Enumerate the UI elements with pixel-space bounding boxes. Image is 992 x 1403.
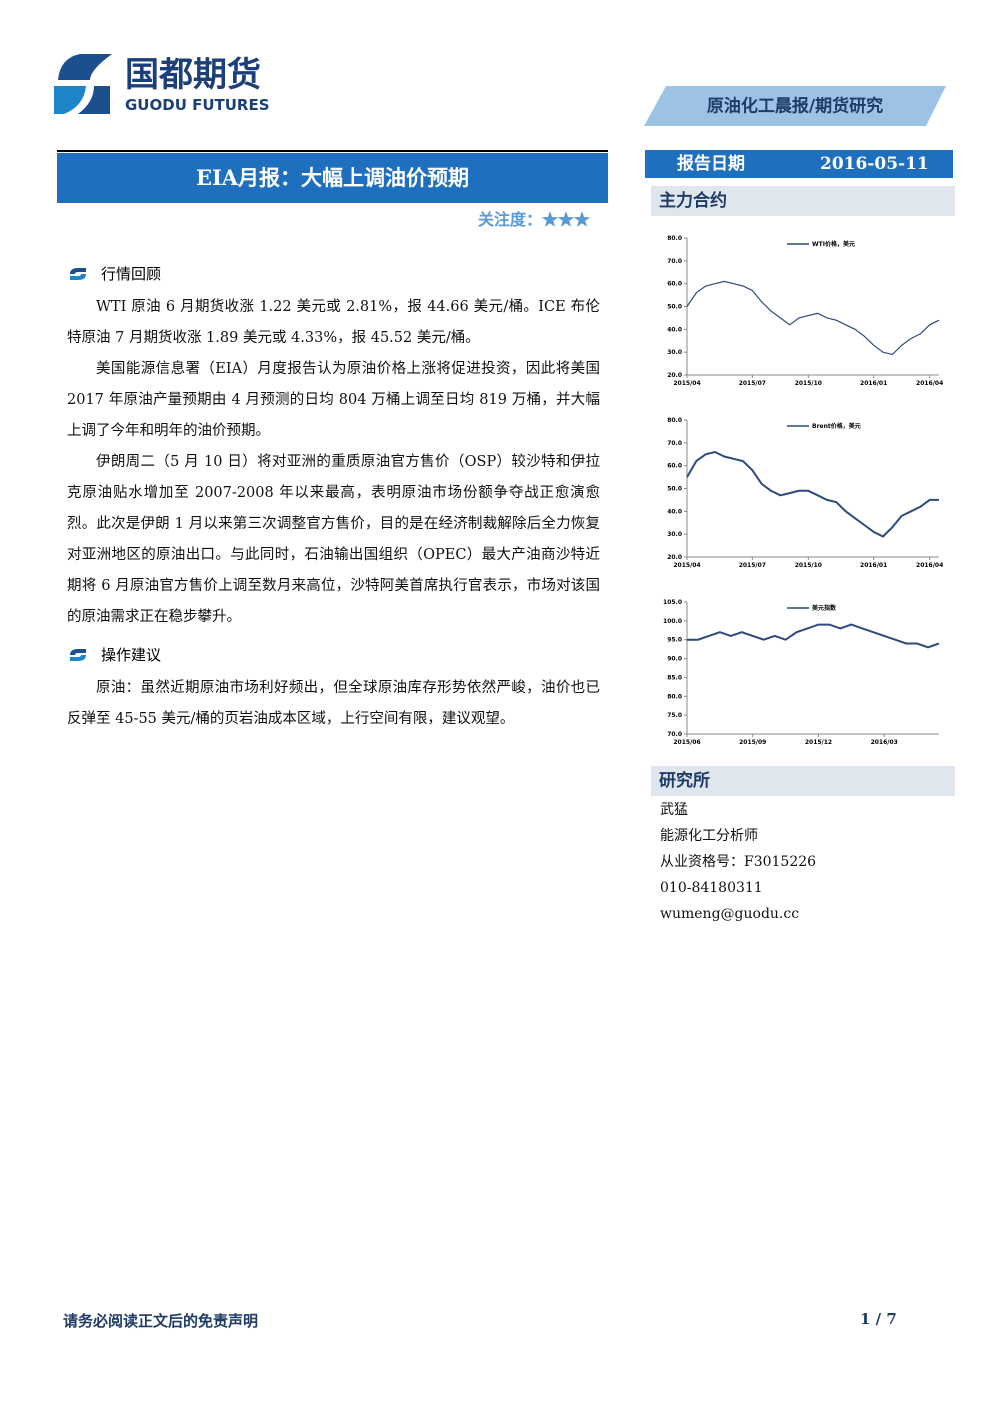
attention: 关注度：★★★ [477,210,590,229]
y-tick-label: 75.0 [667,712,682,719]
x-tick-label: 2015/10 [795,562,822,569]
institute-heading: 研究所 [651,766,955,796]
x-tick-label: 2015/04 [673,562,700,569]
x-tick-label: 2016/03 [871,739,898,746]
contact-line: 从业资格号：F3015226 [660,854,817,870]
y-tick-label: 30.0 [667,531,682,538]
y-tick-label: 105.0 [663,599,682,606]
rule [57,150,608,152]
banner: 原油化工晨报/期货研究 [644,86,946,126]
paragraph: 伊朗周二（5 月 10 日）将对亚洲的重质原油官方售价（OSP）较沙特和伊拉克原… [67,454,600,625]
y-tick-label: 80.0 [667,235,682,242]
y-tick-label: 85.0 [667,674,682,681]
x-tick-label: 2015/04 [673,380,700,387]
line-series [686,450,939,538]
y-tick-label: 50.0 [667,304,682,311]
y-tick-label: 95.0 [667,637,682,644]
legend-label: WTI价格，美元 [812,240,855,248]
y-tick-label: 30.0 [667,349,682,356]
x-tick-label: 2016/01 [860,380,887,387]
report-title: EIA月报：大幅上调油价预期 [57,153,608,203]
y-tick-label: 20.0 [667,554,682,561]
contact-line: 010-84180311 [660,880,763,896]
logo: 国都期货 GUODU FUTURES [54,54,270,114]
y-tick-label: 80.0 [667,417,682,424]
y-tick-label: 100.0 [663,618,682,625]
section-icon [70,649,86,661]
y-tick-label: 90.0 [667,656,682,663]
legend-label: Brent价格，美元 [812,422,861,430]
chart: 70.0 75.0 80.0 85.0 90.0 95.0 100.0 105.0 2015/0… [663,599,940,746]
section-heading-text: 操作建议 [101,646,162,664]
x-tick-label: 2015/07 [739,380,766,387]
date-bar: 报告日期 2016-05-11 [645,150,953,178]
line-series [686,280,940,356]
contact-line: 能源化工分析师 [660,828,758,844]
x-tick-label: 2016/04 [916,562,943,569]
legend-label: 美元指数 [811,604,837,612]
x-tick-label: 2016/04 [916,380,943,387]
y-tick-label: 40.0 [667,508,682,515]
section-heading: 操作建议 [67,637,600,673]
contacts: 武猛能源化工分析师从业资格号：F3015226 010-84180311 wumen… [660,797,816,927]
y-tick-label: 70.0 [667,731,682,738]
y-tick-label: 60.0 [667,463,682,470]
paragraph: 原油：虽然近期原油市场利好频出，但全球原油库存形势依然严峻，油价也已反弹至 45… [67,680,600,727]
chart: 20.0 30.0 40.0 50.0 60.0 70.0 80.0 2015/04 2015/… [667,417,943,569]
x-tick-label: 2015/07 [739,562,766,569]
contracts-heading: 主力合约 [651,186,955,216]
paragraph: 美国能源信息署（EIA）月度报告认为原油价格上涨将促进投资，因此将美国 2017… [67,361,600,439]
x-tick-label: 2015/12 [805,739,832,746]
logo-cn: 国都期货 [125,55,261,95]
chart: 20.0 30.0 40.0 50.0 60.0 70.0 80.0 2015/04 2015/… [667,235,943,387]
y-tick-label: 40.0 [667,326,682,333]
x-tick-label: 2015/06 [673,739,700,746]
x-tick-label: 2016/01 [860,562,887,569]
date: 2016-05-11 [820,154,929,174]
page-number: 1 / 7 [860,1310,897,1328]
paragraph: WTI 原油 6 月期货收涨 1.22 美元或 2.81%，报 44.66 美元… [67,299,600,346]
y-tick-label: 70.0 [667,440,682,447]
y-tick-label: 60.0 [667,281,682,288]
contact-line: wumeng@guodu.cc [660,906,800,922]
date-label: 报告日期 [677,154,745,174]
y-tick-label: 80.0 [667,693,682,700]
disclaimer: 请务必阅读正文后的免责声明 [63,1312,259,1330]
y-tick-label: 70.0 [667,258,682,265]
banner-text: 原油化工晨报/期货研究 [707,96,883,117]
contact-line: 武猛 [660,802,688,818]
y-tick-label: 20.0 [667,372,682,379]
logo-en: GUODU FUTURES [125,96,270,114]
line-series [687,623,940,649]
y-tick-label: 50.0 [667,486,682,493]
section-heading: 行情回顾 [67,256,600,292]
body: 行情回顾 WTI 原油 6 月期货收涨 1.22 美元或 2.81%，报 44.6… [67,256,600,735]
x-tick-label: 2015/10 [795,380,822,387]
section-heading-text: 行情回顾 [101,265,162,283]
x-tick-label: 2015/09 [739,739,766,746]
section-icon [70,268,86,280]
